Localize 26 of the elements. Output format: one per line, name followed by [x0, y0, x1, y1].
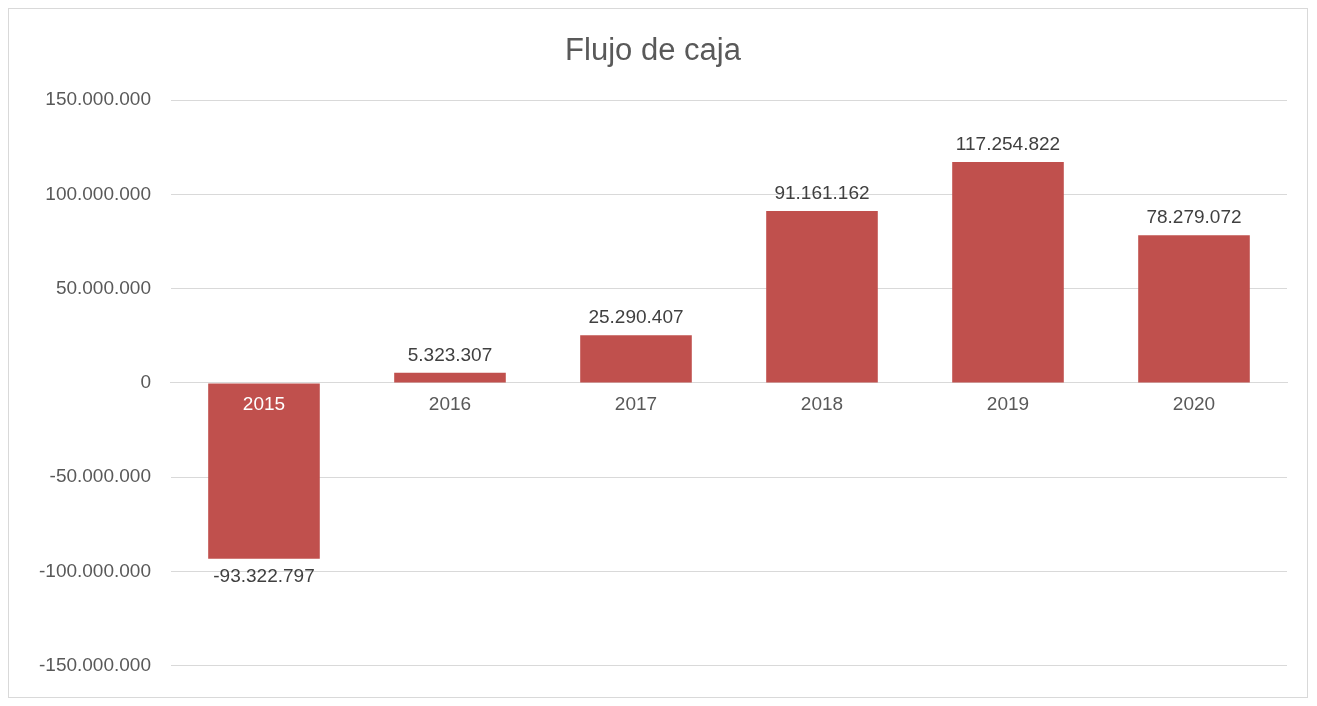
x-tick-label: 2019	[986, 392, 1030, 414]
data-label: 78.279.072	[1146, 206, 1242, 228]
bar	[952, 161, 1064, 383]
y-tick-label: -150.000.000	[38, 653, 151, 675]
y-tick-label: 0	[140, 371, 151, 393]
y-tick-label: 150.000.000	[45, 88, 151, 110]
data-label: 117.254.822	[955, 132, 1061, 154]
x-tick-label: 2018	[800, 392, 844, 414]
data-label: -93.322.797	[213, 564, 315, 586]
x-tick-label: 2020	[1172, 392, 1216, 414]
x-tick-label: 2015	[242, 392, 286, 414]
y-tick-label: 50.000.000	[55, 276, 151, 298]
y-tick-label: -100.000.000	[38, 559, 151, 581]
y-tick-label: 100.000.000	[45, 182, 151, 204]
y-tick-label: -50.000.000	[49, 465, 151, 487]
bar	[208, 383, 320, 559]
data-label: 25.290.407	[588, 305, 684, 327]
data-label: 5.323.307	[407, 343, 493, 365]
chart-title: Flujo de caja	[565, 32, 742, 68]
bar	[394, 372, 506, 383]
bar	[1138, 235, 1250, 383]
bar	[766, 211, 878, 383]
data-label: 91.161.162	[774, 181, 870, 203]
x-tick-label: 2016	[428, 392, 472, 414]
bar	[580, 335, 692, 383]
x-tick-label: 2017	[614, 392, 658, 414]
